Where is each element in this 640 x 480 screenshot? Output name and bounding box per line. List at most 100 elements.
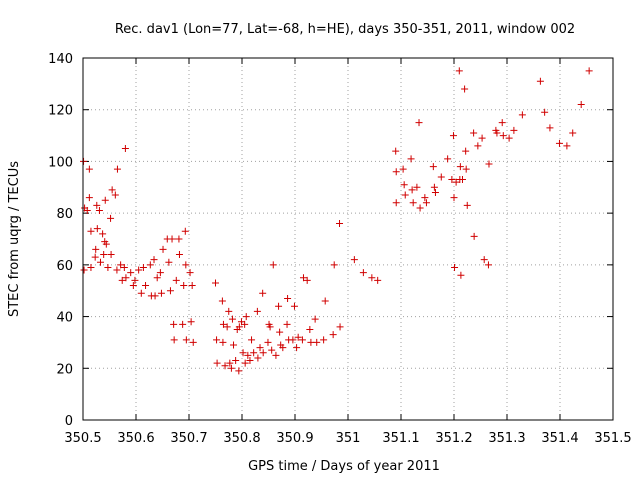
x-tick-label: 351.5 bbox=[594, 431, 631, 446]
data-point bbox=[91, 253, 99, 261]
data-point bbox=[259, 349, 267, 357]
data-point bbox=[135, 266, 143, 274]
data-point bbox=[392, 147, 400, 155]
data-point bbox=[449, 132, 457, 140]
data-point bbox=[221, 362, 229, 370]
x-tick-label: 351 bbox=[336, 431, 361, 446]
data-point bbox=[510, 126, 518, 134]
y-tick-label: 120 bbox=[48, 104, 73, 119]
x-tick-label: 350.8 bbox=[223, 431, 260, 446]
data-point bbox=[444, 155, 452, 163]
data-point bbox=[181, 227, 189, 235]
data-point bbox=[413, 183, 421, 191]
data-point bbox=[336, 219, 344, 227]
data-point bbox=[546, 124, 554, 132]
data-point bbox=[463, 201, 471, 209]
x-tick-label: 350.6 bbox=[117, 431, 154, 446]
chart-title: Rec. dav1 (Lon=77, Lat=-68, h=HE), days … bbox=[115, 22, 575, 37]
data-point bbox=[452, 178, 460, 186]
data-point bbox=[244, 351, 252, 359]
data-point bbox=[107, 214, 115, 222]
data-point bbox=[336, 323, 344, 331]
data-point bbox=[85, 165, 93, 173]
y-tick-labels: 0 20 40 60 80 100 120 140 bbox=[48, 52, 73, 429]
data-point bbox=[157, 289, 165, 297]
data-point bbox=[283, 320, 291, 328]
x-tick-label: 350.9 bbox=[276, 431, 313, 446]
data-point bbox=[213, 359, 221, 367]
data-point bbox=[166, 287, 174, 295]
data-point bbox=[104, 263, 112, 271]
data-point bbox=[493, 129, 501, 137]
data-point bbox=[264, 338, 272, 346]
data-point bbox=[87, 263, 95, 271]
data-point bbox=[188, 282, 196, 290]
data-point bbox=[284, 294, 292, 302]
data-point bbox=[408, 186, 416, 194]
data-point bbox=[458, 176, 466, 184]
data-point bbox=[350, 256, 358, 264]
data-point bbox=[484, 261, 492, 269]
data-point bbox=[170, 336, 178, 344]
data-point bbox=[139, 263, 147, 271]
data-point bbox=[127, 269, 135, 277]
data-point bbox=[153, 274, 161, 282]
data-point bbox=[80, 157, 88, 165]
data-point bbox=[461, 85, 469, 93]
data-point bbox=[168, 235, 176, 243]
data-point bbox=[137, 289, 145, 297]
data-point bbox=[359, 269, 367, 277]
data-point bbox=[448, 176, 456, 184]
data-point bbox=[498, 119, 506, 127]
plot-frame bbox=[82, 57, 614, 421]
data-point bbox=[279, 344, 287, 352]
data-point bbox=[293, 344, 301, 352]
data-point bbox=[96, 258, 104, 266]
data-point bbox=[223, 323, 231, 331]
x-tick-label: 350.7 bbox=[170, 431, 207, 446]
data-point bbox=[577, 101, 585, 109]
data-point bbox=[102, 240, 110, 248]
data-point bbox=[485, 160, 493, 168]
data-point bbox=[241, 320, 249, 328]
data-point bbox=[80, 266, 88, 274]
data-point bbox=[462, 147, 470, 155]
data-point bbox=[228, 315, 236, 323]
data-point bbox=[83, 207, 91, 215]
data-point bbox=[175, 251, 183, 259]
data-point bbox=[227, 364, 235, 372]
data-point bbox=[212, 279, 219, 287]
data-point bbox=[392, 168, 400, 176]
data-point bbox=[93, 225, 101, 233]
data-point bbox=[455, 67, 463, 75]
data-point bbox=[289, 336, 297, 344]
data-point bbox=[121, 145, 129, 152]
data-point bbox=[392, 199, 400, 207]
data-point bbox=[457, 271, 465, 279]
data-point bbox=[311, 315, 319, 323]
data-point bbox=[499, 132, 507, 140]
data-point bbox=[407, 155, 415, 163]
data-point bbox=[409, 199, 417, 207]
grid-lines bbox=[83, 58, 613, 420]
data-point bbox=[306, 326, 314, 333]
data-point bbox=[276, 328, 284, 336]
data-point bbox=[536, 77, 544, 85]
data-point bbox=[95, 207, 103, 215]
data-point bbox=[182, 336, 190, 344]
data-point bbox=[151, 292, 159, 300]
data-point bbox=[235, 323, 243, 331]
data-point bbox=[429, 163, 437, 171]
data-point bbox=[430, 183, 438, 191]
data-point bbox=[437, 173, 445, 181]
data-point bbox=[241, 359, 249, 367]
data-point bbox=[101, 196, 109, 204]
data-point bbox=[175, 235, 183, 243]
data-point bbox=[142, 282, 150, 290]
data-point bbox=[470, 129, 478, 137]
data-point bbox=[113, 165, 121, 173]
data-point bbox=[159, 245, 167, 253]
data-point bbox=[474, 142, 482, 150]
data-point bbox=[226, 359, 234, 367]
